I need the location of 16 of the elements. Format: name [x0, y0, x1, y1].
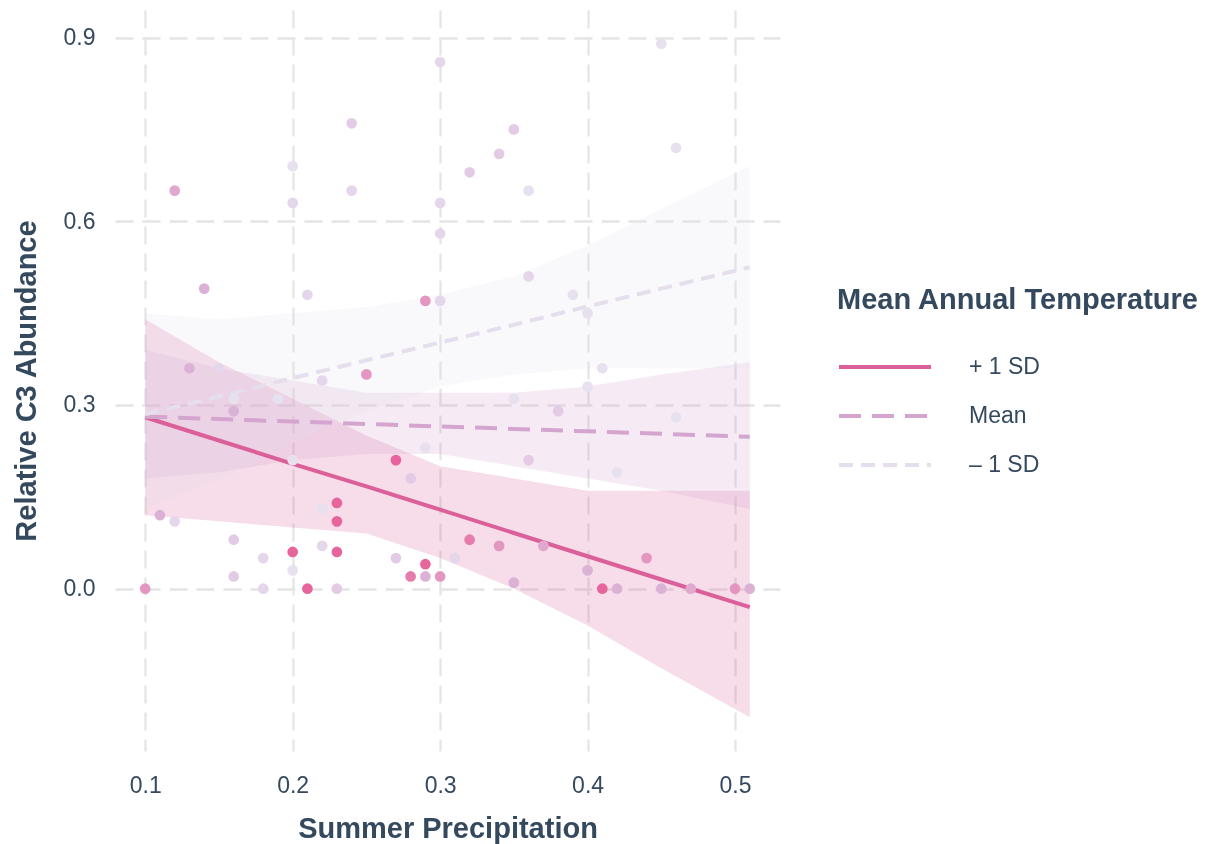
x-tick-label: 0.2 — [277, 771, 310, 798]
x-axis-title: Summer Precipitation — [298, 811, 598, 844]
legend-label: Mean — [969, 402, 1027, 428]
y-tick-label: 0.9 — [63, 24, 96, 51]
y-axis-title: Relative C3 Abundance — [9, 220, 42, 542]
x-tick-label: 0.3 — [424, 771, 457, 798]
line-series — [143, 414, 752, 439]
x-tick-label: 0.5 — [719, 771, 752, 798]
x-tick-label: 0.1 — [129, 771, 162, 798]
y-tick-label: 0.6 — [63, 207, 96, 234]
x-tick-label: 0.4 — [572, 771, 605, 798]
legend-label: + 1 SD — [969, 353, 1040, 379]
legend-title: Mean Annual Temperature — [837, 283, 1198, 315]
y-tick-label: 0.0 — [63, 575, 96, 602]
legend-label: – 1 SD — [969, 451, 1040, 477]
y-tick-label: 0.3 — [63, 391, 96, 418]
